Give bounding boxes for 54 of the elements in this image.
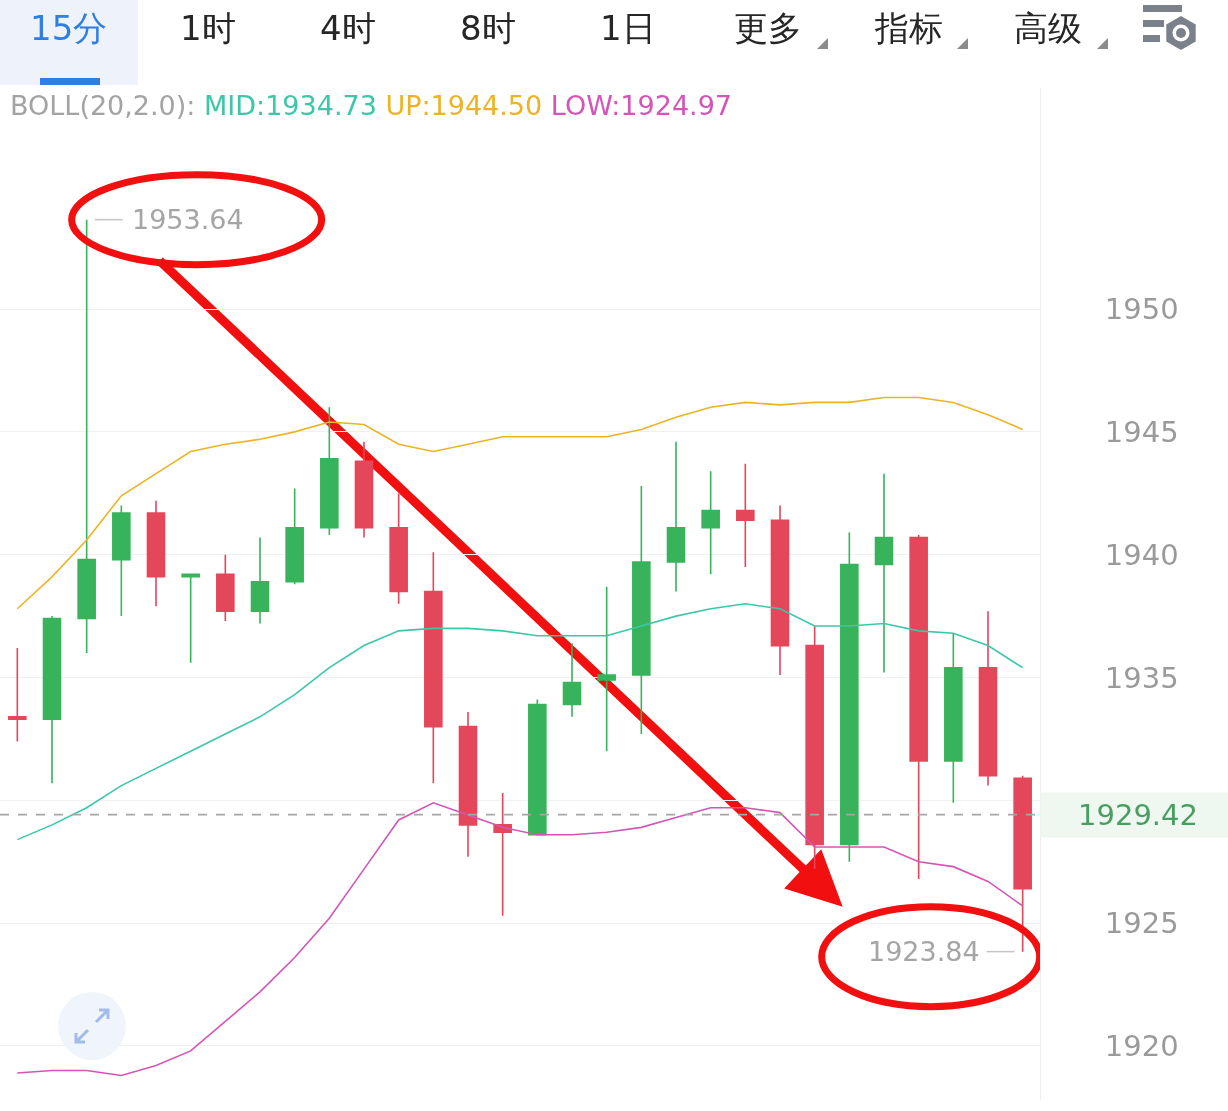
candlestick	[8, 647, 27, 743]
text: UP:1944.50	[385, 90, 543, 121]
candlestick	[805, 625, 824, 870]
text: 15分	[30, 8, 108, 48]
candlestick	[840, 531, 859, 863]
candlestick	[354, 440, 374, 539]
text: 高级	[1014, 8, 1082, 48]
candlestick	[632, 485, 651, 735]
candlestick	[597, 585, 616, 752]
candlestick	[181, 573, 200, 664]
candlestick	[458, 711, 478, 858]
text: 更多	[734, 8, 802, 48]
candlestick	[736, 463, 755, 568]
candlestick	[770, 504, 790, 676]
candlestick	[112, 504, 131, 617]
text: MID:1934.73	[204, 90, 377, 121]
candlestick	[528, 698, 547, 836]
candlestick	[562, 642, 582, 718]
line-series	[16, 603, 1024, 841]
y-tick-label: 1950	[1104, 292, 1179, 327]
text: 指标	[874, 8, 943, 48]
candlestick	[1013, 774, 1032, 953]
text: 1时	[180, 8, 236, 48]
candlestick	[493, 792, 512, 917]
y-tick-label: 1935	[1104, 660, 1179, 695]
y-tick-label: 1945	[1104, 415, 1179, 450]
candlestick	[424, 551, 443, 784]
candlestick	[978, 610, 998, 787]
annotation: 1923.84	[868, 936, 980, 967]
candlestick	[944, 632, 963, 804]
y-tick-label: 1925	[1104, 906, 1179, 941]
line-series	[16, 396, 1024, 610]
candlestick	[701, 470, 720, 576]
candlestick	[389, 492, 408, 605]
text: 1929.42	[1078, 798, 1198, 832]
text: 1日	[600, 8, 656, 48]
y-tick-label: 1920	[1104, 1029, 1179, 1064]
legend-title: BOLL(20,2.0):	[10, 90, 196, 121]
candlestick	[909, 534, 928, 880]
text: 8时	[460, 8, 516, 48]
candlestick	[216, 553, 235, 622]
candlestick	[666, 440, 686, 593]
candlestick	[250, 536, 270, 625]
candlestick	[285, 487, 304, 585]
text: 4时	[320, 8, 376, 48]
candlestick	[146, 499, 166, 608]
candlestick	[77, 218, 96, 654]
candlestick	[320, 406, 339, 536]
candlestick	[42, 615, 62, 784]
y-tick-label: 1940	[1104, 537, 1179, 572]
text: LOW:1924.97	[550, 90, 733, 121]
candlestick	[874, 472, 894, 674]
line-series	[16, 801, 1024, 1077]
annotation: 1953.64	[132, 204, 244, 235]
